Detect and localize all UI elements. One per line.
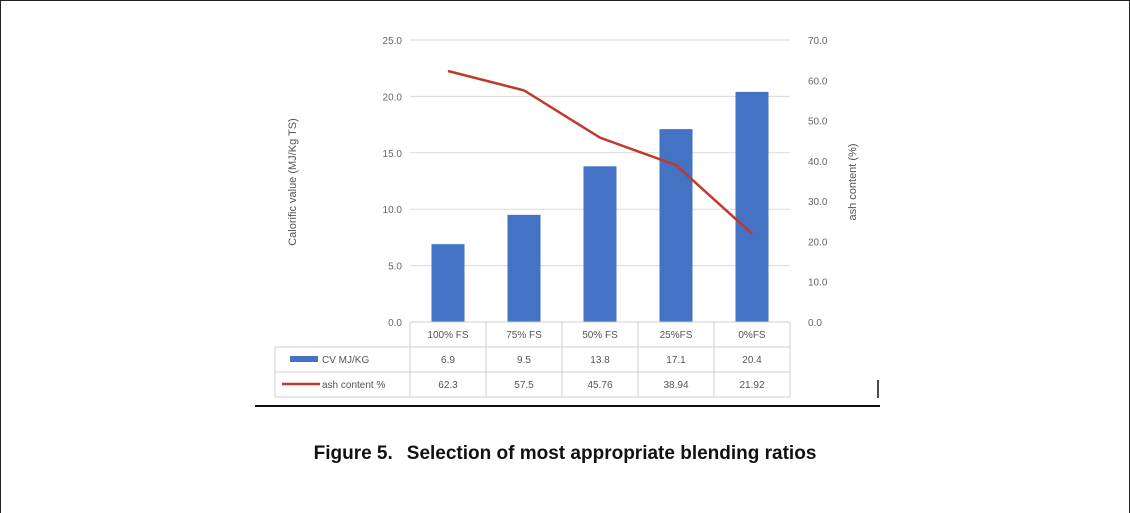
- right-axis-label: ash content (%): [847, 143, 859, 220]
- right-tick-label: 20.0: [808, 237, 828, 248]
- left-tick-label: 25.0: [383, 36, 403, 47]
- data-value-label: 45.76: [587, 380, 612, 391]
- right-tick-label: 50.0: [808, 117, 828, 128]
- data-value-label: 6.9: [441, 355, 455, 366]
- right-tick-label: 60.0: [808, 76, 828, 87]
- bar-cv: [583, 166, 617, 322]
- data-value-label: 20.4: [742, 355, 762, 366]
- right-tick-label: 10.0: [808, 278, 828, 289]
- left-tick-label: 5.0: [388, 262, 402, 273]
- bar-cv: [431, 244, 465, 322]
- chart: 0.0 5.0 10.0 15.0 20.0 25.0 0.0 10.0 20.0 30.0 40…: [255, 36, 880, 407]
- figure-caption: Figure 5. Selection of most appropriate b…: [0, 443, 1130, 465]
- left-tick-label: 10.0: [383, 205, 403, 216]
- legend-key-bar: [290, 356, 318, 362]
- right-tick-label: 0.0: [808, 318, 822, 329]
- bars: [431, 91, 769, 322]
- category-label: 0%FS: [738, 330, 766, 341]
- data-value-label: 9.5: [517, 355, 531, 366]
- data-value-label: 38.94: [663, 380, 688, 391]
- left-axis-label: Calorific value (MJ/Kg TS): [287, 118, 299, 246]
- category-label: 75% FS: [506, 330, 542, 341]
- data-value-label: 17.1: [666, 355, 686, 366]
- right-tick-label: 30.0: [808, 197, 828, 208]
- data-table: 100% FS 75% FS 50% FS 25%FS 0%FS CV MJ/KG 6.9 9…: [274, 321, 791, 398]
- data-value-label: 57.5: [514, 380, 534, 391]
- data-value-label: 13.8: [590, 355, 610, 366]
- bar-cv: [659, 129, 693, 322]
- category-label: 25%FS: [660, 330, 693, 341]
- ash-line: [447, 69, 753, 235]
- left-tick-label: 0.0: [388, 318, 402, 329]
- bar-cv: [735, 91, 769, 322]
- data-value-label: 62.3: [438, 380, 458, 391]
- figure-caption-text: Selection of most appropriate blending r…: [406, 443, 817, 464]
- bar-cv: [507, 214, 541, 322]
- ash-content-line: [447, 69, 753, 235]
- data-value-label: 21.92: [739, 380, 764, 391]
- left-tick-label: 20.0: [383, 92, 403, 103]
- category-label: 50% FS: [582, 330, 618, 341]
- left-axis-ticks: 0.0 5.0 10.0 15.0 20.0 25.0: [383, 36, 403, 329]
- category-label: 100% FS: [427, 330, 468, 341]
- right-tick-label: 70.0: [808, 36, 828, 47]
- figure-label: Figure 5.: [313, 443, 393, 464]
- legend-series-name: CV MJ/KG: [322, 355, 369, 366]
- legend-series-name: ash content %: [322, 380, 385, 391]
- right-axis-ticks: 0.0 10.0 20.0 30.0 40.0 50.0 60.0 70.0: [808, 36, 828, 329]
- right-tick-label: 40.0: [808, 157, 828, 168]
- left-tick-label: 15.0: [383, 149, 403, 160]
